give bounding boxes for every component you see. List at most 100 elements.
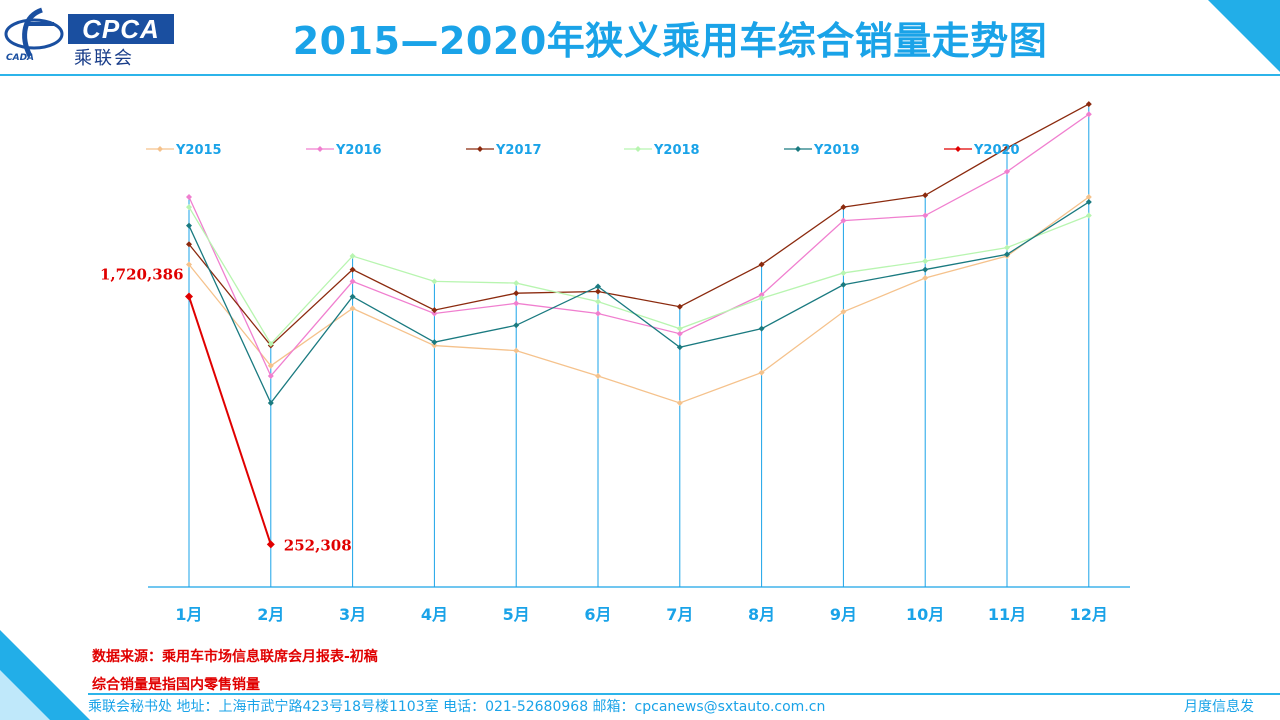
- x-tick-label: 3月: [339, 605, 366, 624]
- corner-decoration-bottom-left-inner: [0, 670, 50, 720]
- data-source-note: 数据来源：乘用车市场信息联席会月报表-初稿: [92, 649, 378, 665]
- data-point-y2018: [758, 295, 765, 302]
- data-point-y2016: [758, 291, 765, 298]
- data-point-y2017: [595, 288, 601, 295]
- data-point-y2020: [266, 540, 275, 549]
- data-point-y2016: [267, 372, 274, 379]
- data-point-y2019: [431, 339, 438, 346]
- data-point-y2019: [676, 344, 683, 351]
- series-line-y2020: [188, 296, 272, 545]
- data-point-y2018: [267, 340, 274, 347]
- data-point-y2015: [431, 342, 438, 349]
- data-point-y2019: [349, 293, 356, 300]
- legend-marker-y2019: [795, 146, 801, 152]
- legend-label-y2017: Y2017: [495, 143, 542, 158]
- data-point-y2017: [840, 204, 847, 211]
- data-point-y2017: [1085, 101, 1092, 108]
- x-tick-label: 6月: [584, 605, 611, 624]
- data-point-y2019: [922, 266, 929, 273]
- data-point-y2016: [595, 310, 601, 317]
- data-point-y2015: [349, 305, 356, 312]
- data-point-y2015: [595, 372, 601, 379]
- data-point-y2019: [595, 283, 601, 290]
- data-point-y2016: [513, 300, 520, 307]
- data-point-y2018: [1085, 212, 1092, 219]
- data-point-y2017: [922, 192, 929, 199]
- x-tick-label: 5月: [503, 605, 530, 624]
- x-tick-label: 10月: [906, 605, 944, 624]
- logo-sub: CADA: [6, 53, 35, 63]
- legend-label-y2018: Y2018: [653, 143, 700, 158]
- legend-marker-y2015: [157, 146, 163, 152]
- x-tick-label: 4月: [421, 605, 448, 624]
- legend-label-y2020: Y2020: [973, 143, 1020, 158]
- data-point-y2018: [840, 269, 847, 276]
- data-point-y2016: [840, 217, 847, 224]
- data-point-y2015: [676, 399, 683, 406]
- data-point-y2019: [840, 281, 847, 288]
- series-line-y2016: [188, 113, 1090, 378]
- page-title: 2015—2020年狭义乘用车综合销量走势图: [292, 19, 1048, 63]
- x-tick-label: 8月: [748, 605, 775, 624]
- series-line-y2018: [188, 206, 1090, 345]
- data-point-y2015: [1085, 193, 1092, 200]
- footer-right-label: 月度信息发: [1184, 699, 1254, 715]
- data-point-y2019: [758, 325, 765, 332]
- legend-marker-y2017: [477, 146, 483, 152]
- data-point-y2018: [922, 258, 929, 265]
- cpca-emblem-icon: [4, 7, 64, 58]
- data-point-y2015: [186, 261, 192, 268]
- header-divider: [0, 74, 1280, 76]
- logo-wordmark: CPCA: [68, 14, 174, 44]
- x-tick-label: 7月: [666, 605, 693, 624]
- data-label-y2020: 1,720,386: [100, 266, 184, 284]
- legend-label-y2016: Y2016: [335, 143, 382, 158]
- data-point-y2016: [349, 278, 356, 285]
- series-line-y2015: [188, 196, 1090, 404]
- data-point-y2017: [431, 307, 438, 314]
- data-point-y2017: [758, 261, 765, 268]
- data-point-y2018: [513, 280, 520, 287]
- x-tick-label: 12月: [1070, 605, 1108, 624]
- series-line-y2019: [188, 201, 1090, 405]
- footer-divider: [88, 693, 1280, 695]
- data-point-y2016: [186, 193, 192, 200]
- data-point-y2016: [431, 310, 438, 317]
- data-point-y2019: [1085, 199, 1092, 206]
- data-point-y2016: [676, 330, 683, 337]
- legend-label-y2015: Y2015: [175, 143, 222, 158]
- data-point-y2015: [513, 347, 520, 354]
- data-point-y2018: [431, 278, 438, 285]
- data-point-y2015: [840, 308, 847, 315]
- data-point-y2018: [186, 204, 192, 211]
- legend-marker-y2020: [955, 146, 961, 152]
- definition-note: 综合销量是指国内零售销量: [92, 677, 260, 693]
- data-point-y2018: [1004, 244, 1010, 251]
- data-point-y2019: [267, 399, 274, 406]
- data-point-y2015: [267, 362, 274, 369]
- data-point-y2015: [922, 275, 929, 282]
- data-point-y2016: [1004, 168, 1010, 175]
- legend-label-y2019: Y2019: [813, 143, 860, 158]
- data-point-y2017: [513, 290, 520, 297]
- data-label-y2020: 252,308: [284, 536, 352, 554]
- legend-marker-y2018: [635, 146, 641, 152]
- x-tick-label: 9月: [830, 605, 857, 624]
- x-tick-label: 11月: [988, 605, 1026, 624]
- x-tick-label: 2月: [257, 605, 284, 624]
- cpca-logo: CPCA 乘联会 CADA: [2, 6, 177, 69]
- data-point-y2015: [758, 369, 765, 376]
- x-tick-label: 1月: [175, 605, 202, 624]
- data-point-y2019: [1004, 251, 1010, 258]
- data-point-y2017: [186, 241, 192, 248]
- series-line-y2017: [188, 103, 1090, 347]
- data-point-y2016: [1085, 111, 1092, 118]
- data-point-y2018: [676, 325, 683, 332]
- data-point-y2017: [349, 266, 356, 273]
- data-point-y2019: [186, 222, 192, 229]
- footer-contact: 乘联会秘书处 地址：上海市武宁路423号18号楼1103室 电话：021-526…: [88, 699, 826, 715]
- data-point-y2020: [185, 292, 193, 301]
- legend-marker-y2016: [317, 146, 323, 152]
- corner-decoration-top-right: [1208, 0, 1280, 72]
